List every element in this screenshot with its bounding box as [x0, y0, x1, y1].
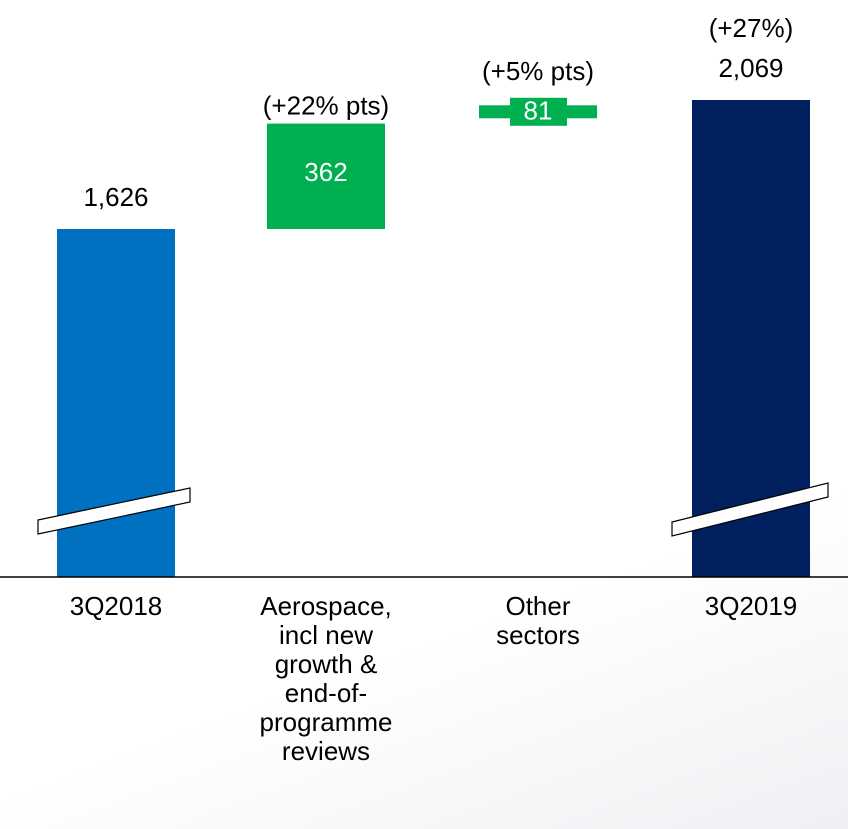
bar: [479, 97, 597, 126]
value-label: 362: [304, 157, 347, 187]
annotation: (+22% pts): [263, 90, 389, 120]
axis-breaks: [37, 482, 829, 537]
x-tick-label: 3Q2019: [704, 591, 798, 621]
x-tick-label: Aerospace, incl new growth & end-of-prog…: [259, 591, 393, 766]
value-label: 81: [524, 96, 553, 126]
x-tick-label: 3Q2018: [69, 591, 163, 621]
value-label: 2,069: [718, 53, 783, 83]
annotation: (+27%): [709, 13, 794, 43]
axis-break: [671, 482, 829, 537]
x-tick-label: Other sectors: [496, 591, 580, 650]
value-label: 1,626: [83, 182, 148, 212]
annotation: (+5% pts): [482, 56, 594, 86]
bar: [267, 123, 385, 230]
axis-break: [37, 487, 191, 535]
bar-box: [510, 97, 567, 126]
